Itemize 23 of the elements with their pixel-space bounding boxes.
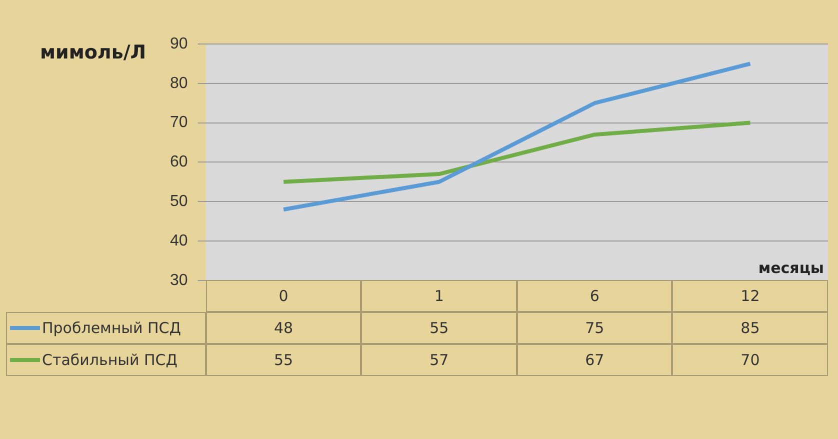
y-tick-label: 40 — [170, 232, 188, 250]
x-tick-label: 6 — [516, 280, 672, 312]
y-axis-title: мимоль/Л — [40, 41, 146, 64]
data-label: 67 — [516, 344, 672, 376]
y-tick-label: 80 — [170, 74, 188, 92]
y-tick-label: 30 — [170, 272, 188, 289]
y-tick-label: 90 — [170, 35, 188, 52]
x-tick-label: 0 — [206, 280, 362, 312]
data-label: 48 — [206, 312, 362, 344]
y-tick-label: 50 — [170, 193, 188, 210]
y-tick-label: 70 — [170, 114, 188, 132]
data-label: 57 — [361, 344, 517, 376]
data-label: 70 — [672, 344, 828, 376]
x-tick-label: 12 — [672, 280, 828, 312]
data-label: 75 — [516, 312, 672, 344]
x-axis-title: месяцы — [758, 258, 824, 277]
data-label: 55 — [206, 344, 362, 376]
x-tick-label: 1 — [361, 280, 517, 312]
y-tick-label: 60 — [170, 154, 188, 171]
data-label: 55 — [361, 312, 517, 344]
legend-label: Стабильный ПСД — [42, 351, 178, 370]
data-label: 85 — [672, 312, 828, 344]
legend-label: Проблемный ПСД — [42, 319, 181, 338]
